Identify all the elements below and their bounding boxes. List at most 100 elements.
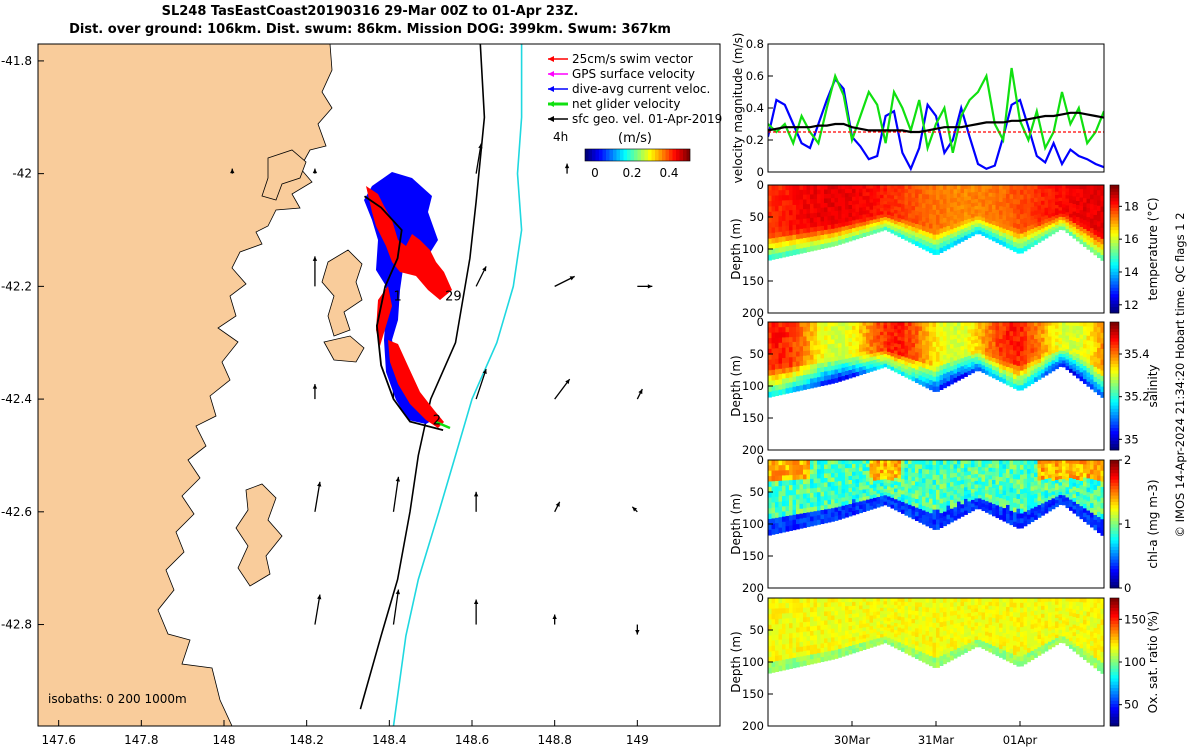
section-temperature-colorbar-cell: [1110, 223, 1119, 227]
section-oxygen-cell: [873, 632, 877, 637]
section-chl-a-cell: [1100, 481, 1105, 488]
section-temperature-cell: [1055, 225, 1059, 229]
section-temperature-cell: [859, 218, 863, 224]
section-chl-a-cell: [806, 512, 811, 518]
section-salinity-cell: [883, 363, 888, 368]
section-temperature-cell: [943, 199, 947, 205]
section-chl-a-cell: [1086, 478, 1091, 484]
section-temperature-cell: [827, 220, 832, 226]
section-chl-a-cell: [841, 460, 846, 465]
section-salinity-cell: [985, 348, 989, 353]
section-oxygen-cell: [782, 613, 786, 619]
section-salinity-cell: [1020, 385, 1024, 391]
section-salinity-cell: [782, 332, 786, 338]
section-salinity-cell: [936, 356, 940, 363]
section-salinity-cell: [869, 360, 874, 365]
section-salinity-cell: [813, 382, 818, 388]
section-temperature-colorbar-cell: [1110, 306, 1119, 311]
section-temperature-cell: [834, 189, 839, 195]
section-chl-a-cell: [960, 480, 965, 485]
section-salinity-cell: [894, 336, 898, 341]
section-oxygen-cell: [918, 606, 923, 612]
section-salinity-cell: [967, 348, 972, 353]
section-salinity-cell: [925, 378, 930, 384]
section-oxygen-cell: [911, 598, 916, 603]
section-temperature-cell: [1009, 221, 1014, 227]
section-chl-a-cell: [880, 476, 884, 481]
section-chl-a-cell: [1023, 478, 1028, 484]
section-temperature-cell: [1030, 220, 1035, 226]
section-salinity-cell: [929, 355, 933, 362]
section-chl-a-cell: [1023, 516, 1028, 522]
section-salinity-cell: [845, 330, 849, 335]
section-chl-a-cell: [1009, 478, 1014, 484]
section-oxygen-cell: [918, 629, 923, 635]
section-oxygen-cell: [897, 623, 902, 628]
section-temperature-cell: [1097, 231, 1101, 238]
section-chl-a-cell: [841, 497, 846, 502]
sfc-vector-head-12: [638, 389, 643, 395]
section-temperature-cell: [803, 189, 807, 196]
section-chl-a-cell: [792, 519, 797, 526]
section-salinity-cell: [936, 386, 940, 392]
section-salinity-cell: [782, 388, 786, 395]
section-salinity-cell: [950, 366, 954, 372]
section-salinity-cell: [1041, 369, 1045, 374]
section-chl-a-cell: [792, 464, 797, 471]
section-chl-a-cell: [848, 460, 853, 465]
section-temperature-colorbar-cell: [1110, 226, 1119, 231]
section-temperature-cell: [768, 217, 772, 223]
section-salinity-cell: [1006, 375, 1010, 381]
section-temperature-cell: [876, 208, 881, 213]
section-salinity-cell: [1086, 326, 1091, 332]
section-oxygen-cell: [876, 611, 881, 616]
section-oxygen-cell: [897, 627, 902, 632]
section-temperature-cell: [1030, 229, 1035, 234]
section-salinity-cell: [967, 352, 972, 357]
section-oxygen-cell: [824, 615, 828, 621]
section-chl-a-cell: [831, 477, 835, 483]
section-salinity-cell: [799, 375, 804, 381]
section-temperature-cell: [974, 191, 979, 196]
section-oxygen-cell: [817, 602, 821, 608]
section-chl-a-cell: [911, 514, 916, 520]
section-oxygen-cell: [883, 633, 888, 637]
section-salinity-cell: [960, 354, 965, 359]
section-chl-a-cell: [775, 517, 779, 524]
section-chl-a-cell: [1051, 498, 1056, 503]
section-temperature-cell: [1009, 226, 1014, 232]
section-chl-a-cell: [1062, 495, 1066, 499]
section-chl-a-cell: [964, 479, 968, 484]
section-oxygen-cell: [883, 601, 888, 605]
section-oxygen-cell: [855, 632, 860, 637]
section-temperature-cell: [803, 242, 807, 249]
section-salinity-cell: [820, 344, 825, 350]
lat-tick-label-3: -42.4: [1, 392, 32, 406]
section-temperature-cell: [1083, 185, 1087, 190]
section-salinity-colorbar-cell: [1110, 434, 1119, 438]
section-chl-a-cell: [1006, 486, 1010, 492]
section-temperature-cell: [789, 195, 793, 201]
section-chl-a-cell: [1002, 477, 1007, 483]
section-salinity-cell: [813, 340, 818, 346]
section-chl-a-cell: [883, 479, 888, 483]
section-salinity-cell: [838, 377, 842, 382]
section-salinity-cell: [782, 358, 786, 364]
section-temperature-cell: [792, 229, 797, 236]
section-temperature-cell: [1016, 233, 1021, 240]
section-salinity-cell: [1013, 331, 1017, 337]
section-chl-a-cell: [799, 474, 804, 480]
section-oxygen-cell: [904, 613, 909, 619]
section-chl-a-cell: [1013, 464, 1017, 470]
section-chl-a-cell: [995, 488, 1000, 494]
section-temperature-cell: [782, 210, 786, 217]
section-salinity-cell: [883, 354, 888, 358]
section-temperature-cell: [1048, 206, 1052, 211]
section-temperature-cell: [866, 228, 870, 233]
section-temperature-cell: [1037, 189, 1042, 194]
section-salinity-cell: [950, 335, 954, 341]
section-salinity-cell: [831, 335, 835, 340]
section-chl-a-cell: [957, 464, 961, 469]
section-chl-a-cell: [967, 463, 972, 468]
